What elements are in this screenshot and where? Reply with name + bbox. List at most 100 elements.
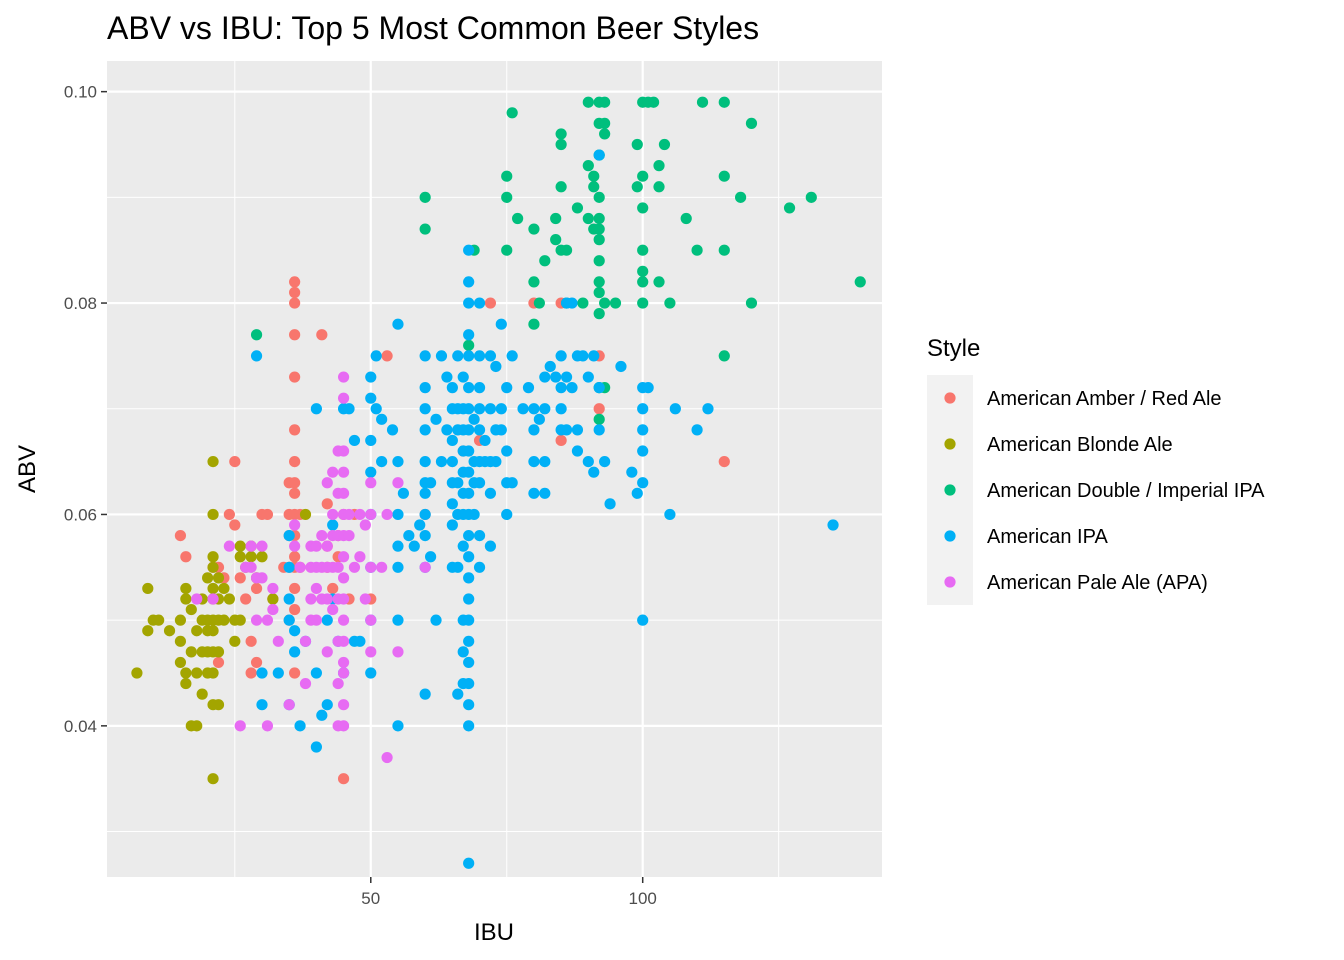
data-point	[452, 477, 464, 489]
data-point	[631, 181, 643, 193]
data-point	[316, 329, 328, 341]
data-point	[392, 540, 404, 552]
data-point	[250, 329, 263, 341]
data-point	[528, 403, 540, 415]
legend-key	[944, 530, 956, 542]
data-point	[386, 424, 399, 436]
data-point	[473, 403, 486, 415]
data-point	[473, 424, 486, 436]
data-point	[343, 508, 355, 521]
data-point	[446, 519, 458, 531]
data-point	[321, 477, 333, 489]
data-point	[310, 667, 322, 679]
data-point	[463, 329, 475, 341]
data-point	[637, 244, 649, 256]
data-point	[392, 720, 404, 732]
data-point	[457, 371, 469, 383]
data-point	[289, 603, 301, 616]
data-point	[392, 477, 404, 489]
data-point	[299, 677, 312, 690]
data-point	[582, 96, 594, 108]
data-point	[392, 318, 404, 330]
data-point	[289, 329, 301, 341]
data-point	[381, 350, 393, 362]
data-point	[365, 466, 377, 478]
series-points	[250, 96, 866, 425]
data-point	[250, 350, 263, 362]
data-point	[473, 477, 486, 489]
data-point	[555, 138, 567, 151]
data-point	[207, 582, 219, 595]
data-point	[599, 456, 611, 468]
data-point	[354, 635, 366, 647]
data-point	[691, 424, 703, 436]
data-point	[593, 382, 605, 394]
data-point	[240, 593, 252, 605]
data-point	[528, 223, 540, 235]
data-point	[229, 635, 241, 647]
data-point	[463, 857, 475, 869]
data-point	[555, 434, 567, 447]
legend-key	[944, 438, 956, 450]
data-point	[321, 646, 333, 658]
data-point	[337, 392, 350, 404]
data-point	[593, 286, 605, 299]
data-point	[599, 128, 611, 140]
data-point	[310, 403, 322, 415]
data-point	[555, 181, 567, 193]
data-point	[234, 572, 246, 584]
data-point	[327, 508, 339, 521]
data-point	[397, 487, 410, 499]
data-point	[283, 699, 295, 711]
data-point	[267, 593, 279, 605]
y-tick-label: 0.10	[64, 83, 97, 102]
data-point	[653, 160, 665, 172]
data-point	[463, 699, 475, 711]
data-point	[495, 403, 507, 415]
legend-key	[944, 576, 956, 588]
data-point	[446, 382, 458, 394]
data-point	[566, 382, 578, 394]
data-point	[185, 646, 197, 658]
data-point	[571, 445, 584, 457]
legend-label: American Double / Imperial IPA	[987, 480, 1265, 502]
data-point	[501, 382, 513, 394]
data-point	[593, 234, 605, 246]
data-point	[718, 170, 730, 182]
data-point	[550, 371, 562, 383]
data-point	[392, 614, 404, 626]
data-point	[267, 582, 279, 595]
data-point	[289, 477, 301, 489]
data-point	[142, 582, 154, 595]
data-point	[473, 297, 486, 309]
data-point	[718, 350, 730, 362]
data-point	[289, 276, 301, 288]
data-point	[495, 424, 507, 436]
data-point	[305, 593, 317, 605]
data-point	[245, 540, 257, 552]
y-tick-label: 0.06	[64, 505, 97, 524]
data-point	[539, 371, 551, 383]
data-point	[419, 424, 431, 436]
data-point	[468, 413, 480, 425]
data-point	[419, 529, 431, 542]
data-point	[653, 276, 665, 288]
data-point	[212, 656, 225, 669]
data-point	[550, 234, 562, 246]
data-point	[544, 360, 556, 373]
data-point	[452, 561, 464, 573]
data-point	[272, 667, 284, 679]
data-point	[289, 519, 301, 531]
data-point	[365, 371, 377, 383]
data-point	[229, 519, 241, 531]
data-point	[332, 561, 344, 573]
data-point	[207, 551, 219, 563]
data-point	[321, 540, 333, 552]
data-point	[539, 487, 551, 499]
data-point	[359, 519, 371, 531]
data-point	[604, 498, 616, 510]
data-point	[289, 667, 301, 679]
data-point	[484, 540, 497, 552]
data-point	[321, 498, 333, 510]
